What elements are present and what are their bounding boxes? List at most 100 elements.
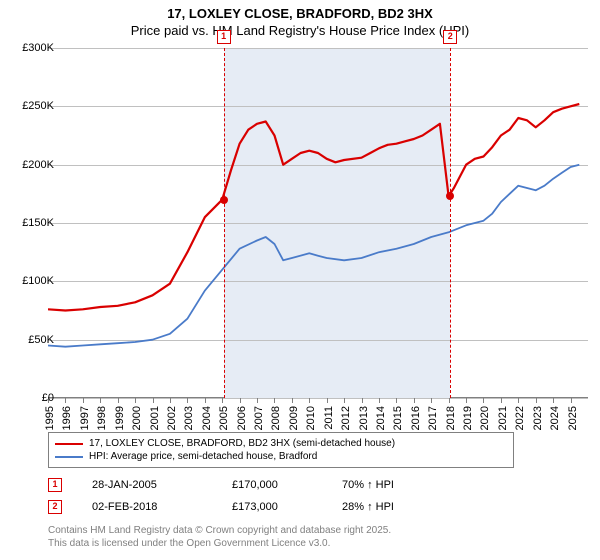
transaction-price: £170,000 (232, 479, 312, 491)
x-tick (327, 398, 328, 403)
x-axis-label: 2020 (479, 406, 491, 430)
x-tick (292, 398, 293, 403)
x-axis-label: 2009 (288, 406, 300, 430)
x-axis-label: 2005 (218, 406, 230, 430)
x-axis-label: 2011 (323, 406, 335, 430)
x-tick (414, 398, 415, 403)
legend-box: 17, LOXLEY CLOSE, BRADFORD, BD2 3HX (sem… (48, 432, 514, 468)
x-axis-label: 2025 (567, 406, 579, 430)
legend-label-hpi: HPI: Average price, semi-detached house,… (89, 451, 317, 462)
x-axis-label: 2018 (445, 406, 457, 430)
transaction-delta: 28% ↑ HPI (342, 501, 422, 513)
x-axis-label: 2001 (149, 406, 161, 430)
x-tick (205, 398, 206, 403)
x-axis-label: 2008 (270, 406, 282, 430)
x-axis-label: 2014 (375, 406, 387, 430)
x-axis-label: 1995 (44, 406, 56, 430)
transaction-date: 02-FEB-2018 (92, 501, 202, 513)
title-line1: 17, LOXLEY CLOSE, BRADFORD, BD2 3HX (0, 6, 600, 21)
legend-label-price-paid: 17, LOXLEY CLOSE, BRADFORD, BD2 3HX (sem… (89, 438, 395, 449)
x-axis-label: 2017 (427, 406, 439, 430)
x-tick (222, 398, 223, 403)
x-tick (379, 398, 380, 403)
x-axis-label: 2013 (358, 406, 370, 430)
x-tick (571, 398, 572, 403)
transaction-point (446, 192, 454, 200)
x-tick (536, 398, 537, 403)
x-axis-label: 2022 (514, 406, 526, 430)
transactions-table: 1 28-JAN-2005 £170,000 70% ↑ HPI 2 02-FEB-201… (48, 474, 422, 518)
x-tick (65, 398, 66, 403)
transaction-marker: 2 (443, 30, 457, 44)
chart-plot-area (48, 48, 588, 398)
x-axis-label: 2019 (462, 406, 474, 430)
x-axis-label: 1999 (114, 406, 126, 430)
x-axis-label: 1996 (61, 406, 73, 430)
y-axis-label: £100K (8, 275, 54, 287)
x-tick (118, 398, 119, 403)
x-tick (466, 398, 467, 403)
x-axis-label: 2000 (131, 406, 143, 430)
legend-swatch-hpi (55, 456, 83, 458)
transaction-marker: 1 (217, 30, 231, 44)
x-tick (483, 398, 484, 403)
y-axis-label: £250K (8, 100, 54, 112)
x-tick (309, 398, 310, 403)
series-line-hpi (48, 165, 579, 347)
x-tick (274, 398, 275, 403)
x-tick (153, 398, 154, 403)
y-axis-label: £150K (8, 217, 54, 229)
transaction-row: 202-FEB-2018£173,00028% ↑ HPI (48, 496, 422, 518)
legend-item-hpi: HPI: Average price, semi-detached house,… (55, 450, 507, 463)
y-axis-label: £0 (8, 392, 54, 404)
y-axis-label: £50K (8, 334, 54, 346)
x-axis-label: 1998 (96, 406, 108, 430)
title-line2: Price paid vs. HM Land Registry's House … (0, 23, 600, 38)
x-tick (100, 398, 101, 403)
x-tick (170, 398, 171, 403)
x-axis-label: 2006 (236, 406, 248, 430)
x-tick (518, 398, 519, 403)
transaction-vline (224, 48, 225, 398)
x-tick (362, 398, 363, 403)
x-tick (187, 398, 188, 403)
x-tick (431, 398, 432, 403)
transaction-date: 28-JAN-2005 (92, 479, 202, 491)
x-axis-label: 2016 (410, 406, 422, 430)
x-axis-label: 2024 (549, 406, 561, 430)
x-axis-label: 2015 (392, 406, 404, 430)
x-tick (553, 398, 554, 403)
x-tick (257, 398, 258, 403)
footer-line1: Contains HM Land Registry data © Crown c… (48, 524, 391, 537)
x-tick (240, 398, 241, 403)
x-axis-label: 2002 (166, 406, 178, 430)
x-tick (396, 398, 397, 403)
transaction-marker-small: 2 (48, 500, 62, 514)
x-tick (83, 398, 84, 403)
x-axis-label: 2004 (201, 406, 213, 430)
chart-svg (48, 48, 588, 398)
x-axis-label: 2003 (183, 406, 195, 430)
x-tick (135, 398, 136, 403)
x-axis-label: 2007 (253, 406, 265, 430)
footer-attribution: Contains HM Land Registry data © Crown c… (48, 524, 391, 550)
x-axis-label: 2021 (497, 406, 509, 430)
transaction-vline (450, 48, 451, 398)
transaction-point (220, 196, 228, 204)
transaction-delta: 70% ↑ HPI (342, 479, 422, 491)
transaction-marker-small: 1 (48, 478, 62, 492)
y-axis-label: £200K (8, 159, 54, 171)
x-tick (344, 398, 345, 403)
x-tick (449, 398, 450, 403)
footer-line2: This data is licensed under the Open Gov… (48, 537, 391, 550)
legend-swatch-price-paid (55, 443, 83, 445)
x-axis-label: 2010 (305, 406, 317, 430)
series-line-price_paid (48, 104, 579, 311)
transaction-row: 1 28-JAN-2005 £170,000 70% ↑ HPI (48, 474, 422, 496)
y-axis-label: £300K (8, 42, 54, 54)
x-axis-label: 2023 (532, 406, 544, 430)
x-tick (501, 398, 502, 403)
x-axis-label: 2012 (340, 406, 352, 430)
x-axis-label: 1997 (79, 406, 91, 430)
gridline-y (48, 398, 588, 399)
